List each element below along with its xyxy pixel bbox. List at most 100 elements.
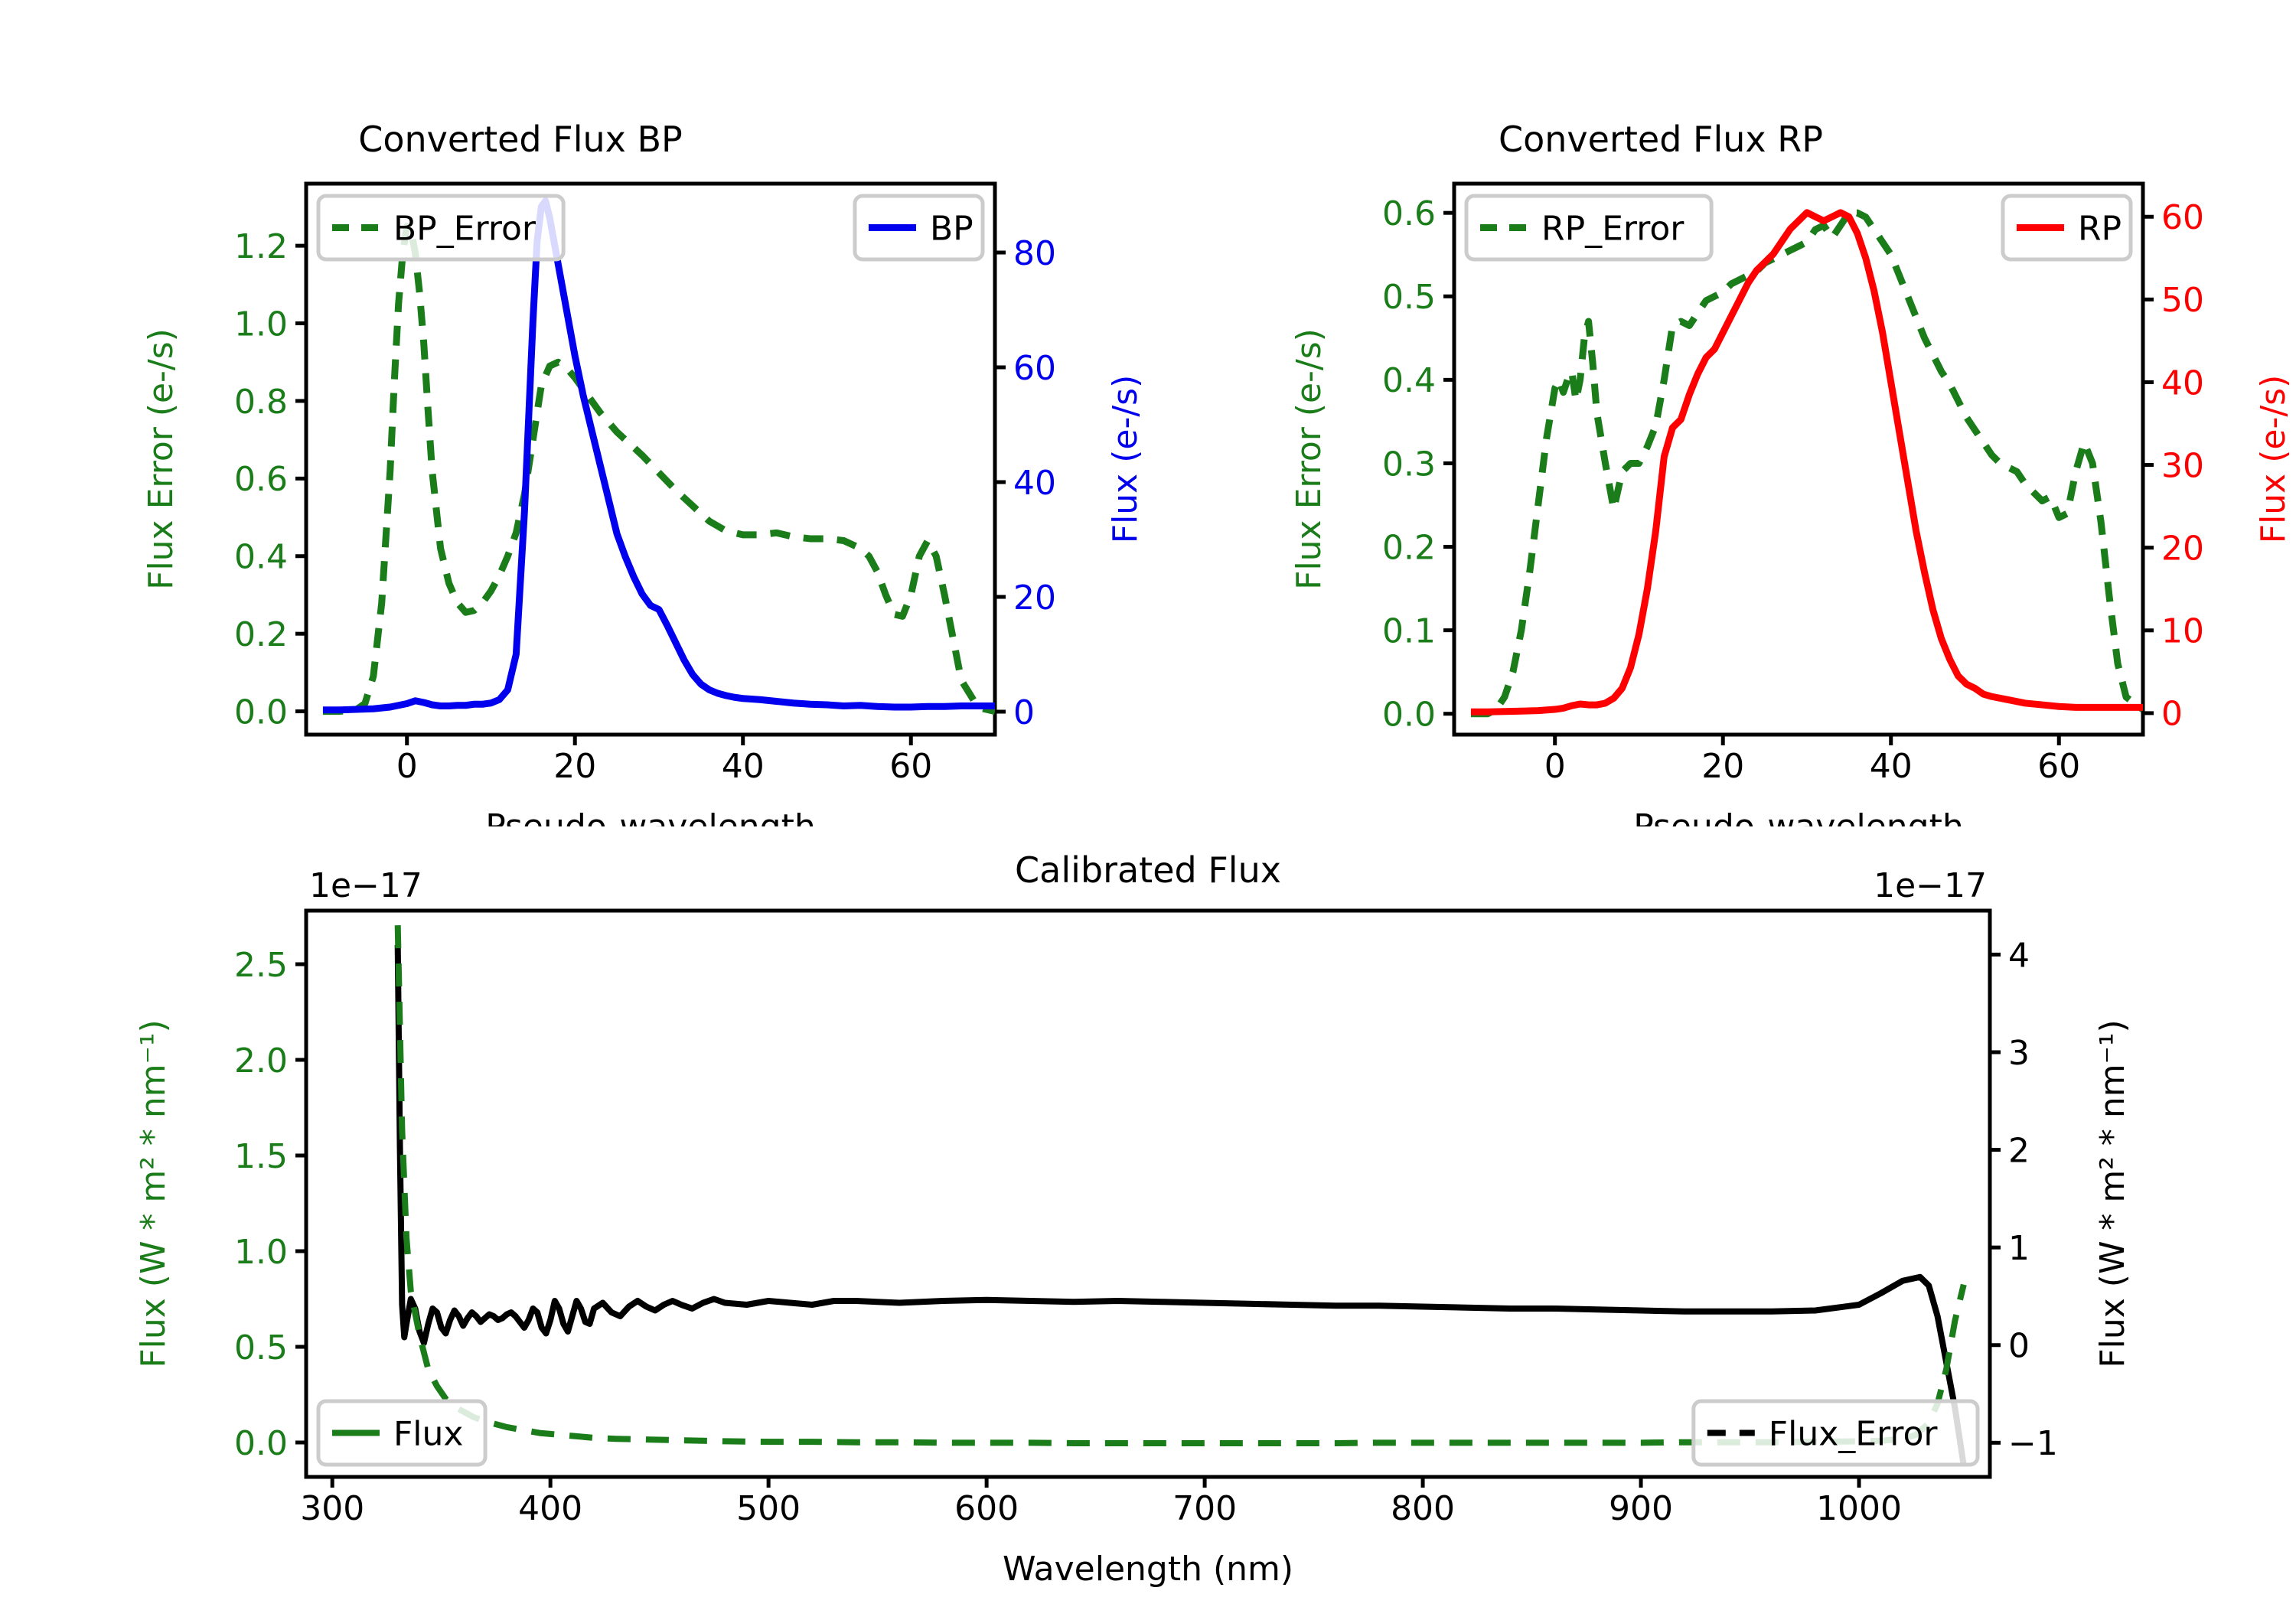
- legend-box: [853, 194, 985, 262]
- y-axis-tick-label: 2.0: [234, 1041, 288, 1081]
- legend-box: [2001, 194, 2133, 262]
- y2-axis-tick-label: 40: [1013, 464, 1056, 503]
- plot-frame: [304, 908, 1992, 1479]
- legend-box: [316, 1399, 488, 1467]
- x-axis-tick-label: 0: [1544, 747, 1566, 786]
- plot-frame: [1452, 181, 2145, 737]
- series-line-flux: [394, 944, 1967, 1466]
- panel-converted-flux-rp: Converted Flux RP 0.0 0.1 0.2 0.3 0.4 0.5 0.6 0…: [1148, 0, 2296, 826]
- legend-error: Flux_Error: [1691, 1399, 1980, 1467]
- y2-axis-label: Flux (e-/s): [2254, 375, 2293, 543]
- y-axis-tick-label: 1.5: [234, 1137, 288, 1176]
- y-axis-tick-label: 0.6: [234, 460, 288, 499]
- legend-main: BP: [853, 194, 985, 262]
- y-axis-tick-label: 2.5: [234, 946, 288, 985]
- x-axis-tick-label: 900: [1609, 1489, 1673, 1528]
- x-axis-label: Pseudo-wavelength: [1633, 807, 1964, 826]
- y2-axis-tick-label: 4: [2008, 936, 2030, 975]
- legend-label-error: Flux_Error: [1769, 1414, 1939, 1453]
- y2-axis-tick-label: 0: [2161, 695, 2183, 734]
- panel-title-bp: Converted Flux BP: [358, 119, 683, 160]
- y2-axis-tick-label: 10: [2161, 612, 2204, 651]
- chart-bp: 0.0 0.2 0.4 0.6 0.8 1.0 1.2 0 20 40 60 80 0 20 40 60 Flu…: [142, 181, 1145, 826]
- series-line-rp: [1470, 209, 2143, 715]
- y2-axis-label: Flux (e-/s): [1106, 375, 1145, 543]
- y-axis-tick-label: 0.5: [234, 1328, 288, 1367]
- y2-axis-tick-label: 20: [2161, 530, 2204, 569]
- y2-axis-tick-label: 20: [1013, 579, 1056, 618]
- x-axis-label: Pseudo-wavelength: [485, 807, 816, 826]
- legend-label-main: Flux: [393, 1414, 463, 1453]
- y-axis-tick-label: 1.2: [234, 227, 288, 266]
- y-axis-offset-text: 1e−17: [309, 866, 422, 905]
- x-axis-tick-label: 600: [954, 1489, 1019, 1528]
- y2-axis-tick-label: 0: [2008, 1327, 2030, 1366]
- y2-axis-tick-label: −1: [2008, 1424, 2058, 1463]
- x-axis-tick-label: 60: [2037, 747, 2080, 786]
- y2-axis-tick-label: 50: [2161, 281, 2204, 320]
- series-line-bp: [322, 197, 995, 714]
- y-axis-label: Flux Error (e-/s): [1290, 328, 1329, 590]
- y-axis-tick-label: 0.1: [1382, 611, 1436, 650]
- y2-axis-label: Flux (W * m² * nm⁻¹): [2093, 1019, 2132, 1367]
- legend-box: [1691, 1399, 1980, 1467]
- x-axis-tick-label: 20: [1701, 747, 1744, 786]
- legend-box: [1464, 194, 1714, 262]
- y2-axis-tick-label: 1: [2008, 1229, 2030, 1268]
- x-axis-tick-label: 800: [1391, 1489, 1455, 1528]
- plot-frame: [304, 181, 997, 737]
- y2-axis-tick-label: 80: [1013, 234, 1056, 273]
- y2-axis-tick-label: 40: [2161, 363, 2204, 403]
- x-axis-tick-label: 300: [300, 1489, 364, 1528]
- y-axis-tick-label: 0.6: [1382, 194, 1436, 233]
- y2-axis-tick-label: 30: [2161, 446, 2204, 485]
- chart-rp: 0.0 0.1 0.2 0.3 0.4 0.5 0.6 0 10 20 30 40 50 60 0 20 40 6…: [1290, 181, 2293, 826]
- legend-error: BP_Error: [316, 194, 566, 262]
- y-axis-tick-label: 0.3: [1382, 445, 1436, 484]
- series-line-bp_error: [322, 223, 995, 715]
- y2-axis-tick-label: 3: [2008, 1034, 2030, 1073]
- y-axis-tick-label: 1.0: [234, 1233, 288, 1272]
- y-axis-tick-label: 0.8: [234, 383, 288, 422]
- panel-title-rp: Converted Flux RP: [1499, 119, 1823, 160]
- y-axis-tick-label: 1.0: [234, 305, 288, 344]
- x-axis-tick-label: 1000: [1816, 1489, 1902, 1528]
- legend-main: RP: [2001, 194, 2133, 262]
- x-axis-tick-label: 40: [1870, 747, 1913, 786]
- legend-error: RP_Error: [1464, 194, 1714, 262]
- y-axis-tick-label: 0.2: [1382, 528, 1436, 567]
- y-axis-label: Flux Error (e-/s): [142, 328, 181, 590]
- legend-label-error: RP_Error: [1541, 209, 1684, 248]
- y2-axis-tick-label: 2: [2008, 1131, 2030, 1170]
- legend-label-main: BP: [930, 209, 974, 248]
- x-axis-tick-label: 700: [1172, 1489, 1237, 1528]
- series-line-rp_error: [1470, 209, 2143, 718]
- legend-label-main: RP: [2078, 209, 2122, 248]
- y-axis-tick-label: 0.0: [234, 693, 288, 732]
- y-axis-tick-label: 0.0: [1382, 696, 1436, 735]
- x-axis-tick-label: 40: [722, 747, 765, 786]
- y-axis-tick-label: 0.4: [1382, 361, 1436, 400]
- x-axis-tick-label: 500: [736, 1489, 801, 1528]
- y-axis-tick-label: 0.5: [1382, 278, 1436, 317]
- y2-axis-tick-label: 60: [2161, 198, 2204, 237]
- series-line-flux_error: [394, 925, 1967, 1446]
- panel-converted-flux-bp: Converted Flux BP 0.0 0.2 0.4 0.6 0.8 1.0 1.2 0…: [0, 0, 1148, 826]
- x-axis-tick-label: 400: [518, 1489, 582, 1528]
- y-axis-tick-label: 0.0: [234, 1424, 288, 1463]
- y2-axis-offset-text: 1e−17: [1874, 866, 1987, 905]
- y-axis-tick-label: 0.4: [234, 538, 288, 577]
- x-axis-label: Wavelength (nm): [1003, 1550, 1293, 1589]
- legend-main: Flux: [316, 1399, 488, 1467]
- legend-box: [316, 194, 566, 262]
- x-axis-tick-label: 20: [553, 747, 596, 786]
- x-axis-tick-label: 0: [396, 747, 418, 786]
- y-axis-tick-label: 0.2: [234, 615, 288, 654]
- chart-calibrated: 0.0 0.5 1.0 1.5 2.0 2.5 −1 0 1 2 3 4 300 400 500 600 700…: [134, 866, 2132, 1589]
- y-axis-label: Flux (W * m² * nm⁻¹): [134, 1019, 173, 1367]
- panel-title-calibrated: Calibrated Flux: [1015, 849, 1281, 891]
- y2-axis-tick-label: 0: [1013, 693, 1035, 732]
- legend-label-error: BP_Error: [393, 209, 536, 248]
- panel-calibrated-flux: Calibrated Flux 0.0 0.5 1.0 1.5 2.0 2.5 −1 0 1 2 3…: [0, 826, 2296, 1607]
